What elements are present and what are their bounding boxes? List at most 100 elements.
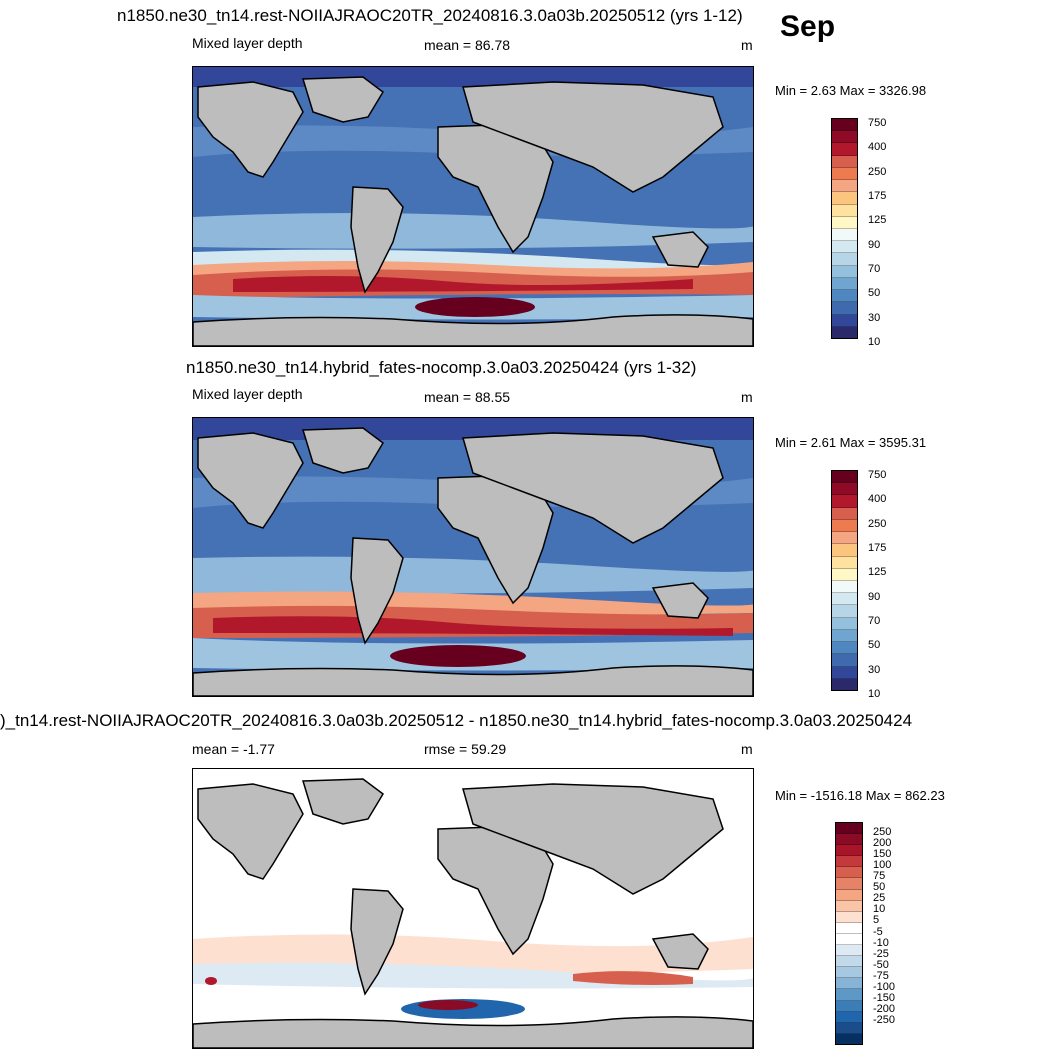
- colorbar-swatch: [832, 119, 857, 132]
- panel-1-mld-field: [193, 67, 753, 346]
- colorbar-swatch: [832, 544, 857, 557]
- colorbar-tick-label: 125: [868, 214, 887, 227]
- colorbar-swatch: [836, 867, 862, 879]
- panel-3-title: )_tn14.rest-NOIIAJRAOC20TR_20240816.3.0a…: [0, 711, 913, 730]
- colorbar-swatch: [832, 314, 857, 327]
- colorbar-tick-label: -10: [873, 936, 889, 949]
- colorbar-swatch: [836, 989, 862, 1001]
- colorbar-swatch: [832, 642, 857, 655]
- colorbar-swatch: [832, 605, 857, 618]
- colorbar-swatch: [832, 192, 857, 205]
- colorbar-swatch: [832, 556, 857, 569]
- panel-1-minmax: Min = 2.63 Max = 3326.98: [775, 83, 927, 98]
- colorbar-tick-label: 50: [873, 881, 886, 894]
- colorbar-swatch: [832, 495, 857, 508]
- colorbar-tick-label: 10: [873, 903, 886, 916]
- colorbar-swatch: [832, 326, 857, 338]
- colorbar-swatch: [836, 933, 862, 946]
- colorbar-tick-label: 250: [873, 826, 892, 839]
- panel-2-map: [192, 417, 754, 697]
- panel-1-title: n1850.ne30_tn14.rest-NOIIAJRAOC20TR_2024…: [117, 6, 743, 25]
- colorbar-swatch: [836, 1022, 862, 1034]
- colorbar-swatch: [832, 532, 857, 545]
- colorbar-tick-label: 175: [868, 190, 887, 203]
- colorbar-swatch: [832, 678, 857, 690]
- colorbar-swatch: [836, 856, 862, 868]
- colorbar-swatch: [836, 823, 862, 835]
- colorbar-tick-label: 150: [873, 848, 892, 861]
- colorbar-swatch: [832, 519, 857, 533]
- colorbar-swatch: [832, 204, 857, 217]
- panel-3-colorbar: [835, 822, 863, 1045]
- month-label: Sep: [780, 10, 836, 43]
- colorbar-tick-label: 50: [868, 639, 881, 652]
- colorbar-tick-label: 30: [868, 311, 881, 324]
- colorbar-tick-label: 70: [868, 263, 881, 276]
- colorbar-swatch: [832, 654, 857, 667]
- colorbar-tick-label: -50: [873, 958, 889, 971]
- colorbar-tick-label: 75: [873, 870, 886, 883]
- colorbar-swatch: [836, 834, 862, 846]
- colorbar-swatch: [832, 471, 857, 484]
- panel-3-map: [192, 768, 754, 1049]
- colorbar-swatch: [836, 878, 862, 890]
- colorbar-swatch: [836, 911, 862, 923]
- colorbar-tick-label: 50: [868, 287, 881, 300]
- colorbar-swatch: [832, 568, 857, 581]
- colorbar-tick-label: 200: [873, 837, 892, 850]
- colorbar-swatch: [836, 1011, 862, 1023]
- colorbar-tick-label: 90: [868, 590, 881, 603]
- colorbar-tick-label: 70: [868, 615, 881, 628]
- colorbar-swatch: [832, 507, 857, 520]
- colorbar-tick-label: -75: [873, 969, 889, 982]
- colorbar-swatch: [832, 483, 857, 496]
- colorbar-tick-label: 10: [868, 336, 881, 349]
- colorbar-swatch: [832, 131, 857, 144]
- colorbar-swatch: [832, 277, 857, 291]
- colorbar-swatch: [836, 956, 862, 968]
- colorbar-swatch: [836, 922, 862, 934]
- colorbar-swatch: [836, 978, 862, 990]
- panel-2-variable-label: Mixed layer depth: [192, 386, 303, 402]
- colorbar-tick-label: -100: [873, 980, 896, 993]
- colorbar-swatch: [832, 666, 857, 679]
- panel-3-difference-field: [193, 769, 753, 1048]
- colorbar-tick-label: 30: [868, 663, 881, 676]
- colorbar-swatch: [832, 228, 857, 242]
- colorbar-swatch: [832, 253, 857, 266]
- colorbar-swatch: [836, 1000, 862, 1012]
- colorbar-tick-label: 10: [868, 688, 881, 701]
- panel-1-colorbar: [831, 118, 858, 339]
- colorbar-swatch: [836, 889, 862, 901]
- colorbar-swatch: [832, 180, 857, 193]
- panel-1-units: m: [741, 37, 753, 53]
- colorbar-tick-label: -250: [873, 1013, 896, 1026]
- panel-2-units: m: [741, 389, 753, 405]
- panel-3-mean: mean = -1.77: [192, 741, 275, 757]
- colorbar-tick-label: 250: [868, 165, 887, 178]
- colorbar-tick-label: 100: [873, 859, 892, 872]
- colorbar-tick-label: 90: [868, 238, 881, 251]
- colorbar-swatch: [832, 167, 857, 181]
- colorbar-swatch: [832, 593, 857, 606]
- colorbar-swatch: [832, 265, 857, 278]
- colorbar-tick-label: -200: [873, 1002, 896, 1015]
- colorbar-tick-label: 25: [873, 892, 886, 905]
- colorbar-tick-label: 5: [873, 914, 880, 927]
- colorbar-tick-label: -25: [873, 947, 889, 960]
- colorbar-swatch: [832, 241, 857, 254]
- panel-3-units: m: [741, 741, 753, 757]
- panel-2-mld-field: [193, 418, 753, 696]
- panel-2-minmax: Min = 2.61 Max = 3595.31: [775, 435, 927, 450]
- colorbar-swatch: [836, 1033, 862, 1044]
- panel-2-mean: mean = 88.55: [424, 389, 511, 405]
- panel-1-mean: mean = 86.78: [424, 37, 511, 53]
- panel-3-minmax: Min = -1516.18 Max = 862.23: [775, 788, 945, 803]
- colorbar-tick-label: 750: [868, 469, 887, 482]
- colorbar-swatch: [836, 845, 862, 857]
- colorbar-tick-label: 175: [868, 542, 887, 555]
- colorbar-swatch: [832, 155, 857, 168]
- colorbar-tick-label: -5: [873, 925, 883, 938]
- colorbar-swatch: [832, 617, 857, 630]
- panel-1-map: [192, 66, 754, 347]
